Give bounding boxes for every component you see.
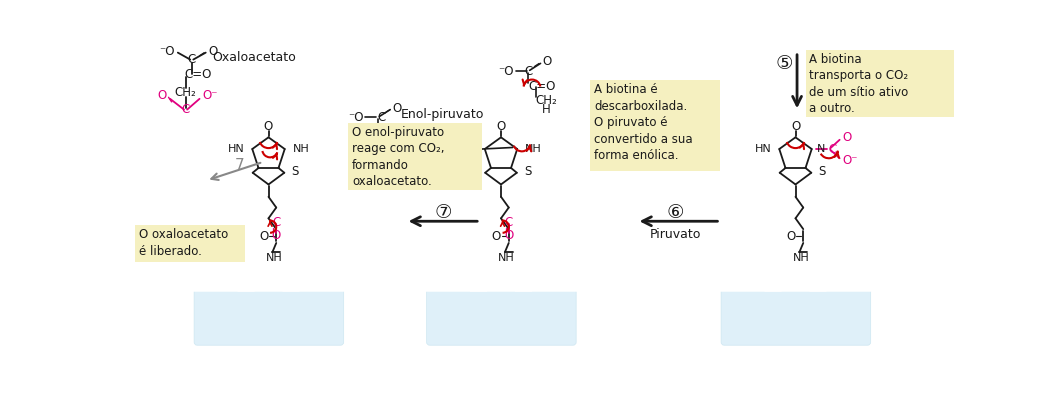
Text: C: C [377,111,386,124]
Text: O oxaloacetato
é liberado.: O oxaloacetato é liberado. [139,228,229,258]
Text: Enol-piruvato: Enol-piruvato [401,108,484,121]
FancyBboxPatch shape [195,289,343,345]
Polygon shape [720,271,781,290]
Text: O⁻: O⁻ [394,129,409,142]
Text: C: C [272,216,281,228]
Polygon shape [283,271,344,290]
Text: S: S [524,166,532,178]
Text: O: O [157,89,166,102]
Text: O: O [259,230,269,242]
Text: S: S [819,166,826,178]
Text: O: O [543,55,552,68]
Text: CH₂: CH₂ [536,94,558,107]
Polygon shape [809,271,872,290]
FancyBboxPatch shape [806,50,955,117]
Text: O: O [791,120,800,133]
FancyBboxPatch shape [590,80,721,171]
Text: O⁻: O⁻ [203,89,218,102]
Text: NH: NH [525,144,542,154]
Text: C=O: C=O [184,68,212,81]
Text: HN: HN [460,144,477,154]
Text: HN: HN [755,144,772,154]
Text: S: S [291,166,299,178]
Text: O⁻: O⁻ [842,154,858,167]
Text: ⑤: ⑤ [775,54,793,73]
Text: CH₂: CH₂ [367,142,389,154]
Text: NH: NH [266,253,283,263]
Text: O: O [787,230,795,242]
Text: NH: NH [793,253,809,263]
FancyBboxPatch shape [349,123,482,190]
Text: C: C [524,64,533,78]
FancyBboxPatch shape [721,289,871,345]
Text: O: O [492,230,501,242]
Text: C: C [182,103,189,116]
Text: HN: HN [227,144,244,154]
Text: C=O: C=O [528,80,556,93]
Text: CH₂: CH₂ [174,86,197,99]
Text: Piruvato: Piruvato [649,228,702,241]
Text: O: O [842,131,851,144]
Text: O: O [264,120,273,133]
Text: ⁻O: ⁻O [159,44,174,58]
Text: C: C [829,142,837,156]
Text: C: C [374,126,382,139]
FancyBboxPatch shape [426,289,576,345]
Text: H: H [542,103,551,116]
Text: 7: 7 [235,158,244,172]
Text: NH: NH [499,253,514,263]
Text: O: O [272,229,281,242]
Text: O enol-piruvato
reage com CO₂,
formando
oxaloacetato.: O enol-piruvato reage com CO₂, formando … [352,126,444,188]
Text: O: O [208,44,218,58]
Text: ⑦: ⑦ [434,203,452,222]
Polygon shape [425,271,487,290]
Polygon shape [237,271,300,290]
Text: ⑥: ⑥ [667,203,685,222]
Text: Oxaloacetato: Oxaloacetato [213,51,297,64]
Text: A biotina é
descarboxilada.
O piruvato é
convertido a sua
forma enólica.: A biotina é descarboxilada. O piruvato é… [594,84,693,162]
Text: C: C [505,216,512,228]
Text: O: O [504,229,513,242]
Polygon shape [514,271,577,290]
Polygon shape [192,271,254,290]
Text: A biotina
transporta o CO₂
de um sítio ativo
a outro.: A biotina transporta o CO₂ de um sítio a… [809,53,909,115]
Text: O: O [496,120,506,133]
Polygon shape [764,271,827,290]
Text: NH: NH [292,144,309,154]
Polygon shape [470,271,532,290]
Text: O: O [392,102,402,114]
Text: ⁻O: ⁻O [349,111,364,124]
FancyBboxPatch shape [135,225,246,262]
Text: C: C [188,53,196,66]
Text: ⁻O: ⁻O [499,64,514,78]
Text: N: N [817,144,826,154]
